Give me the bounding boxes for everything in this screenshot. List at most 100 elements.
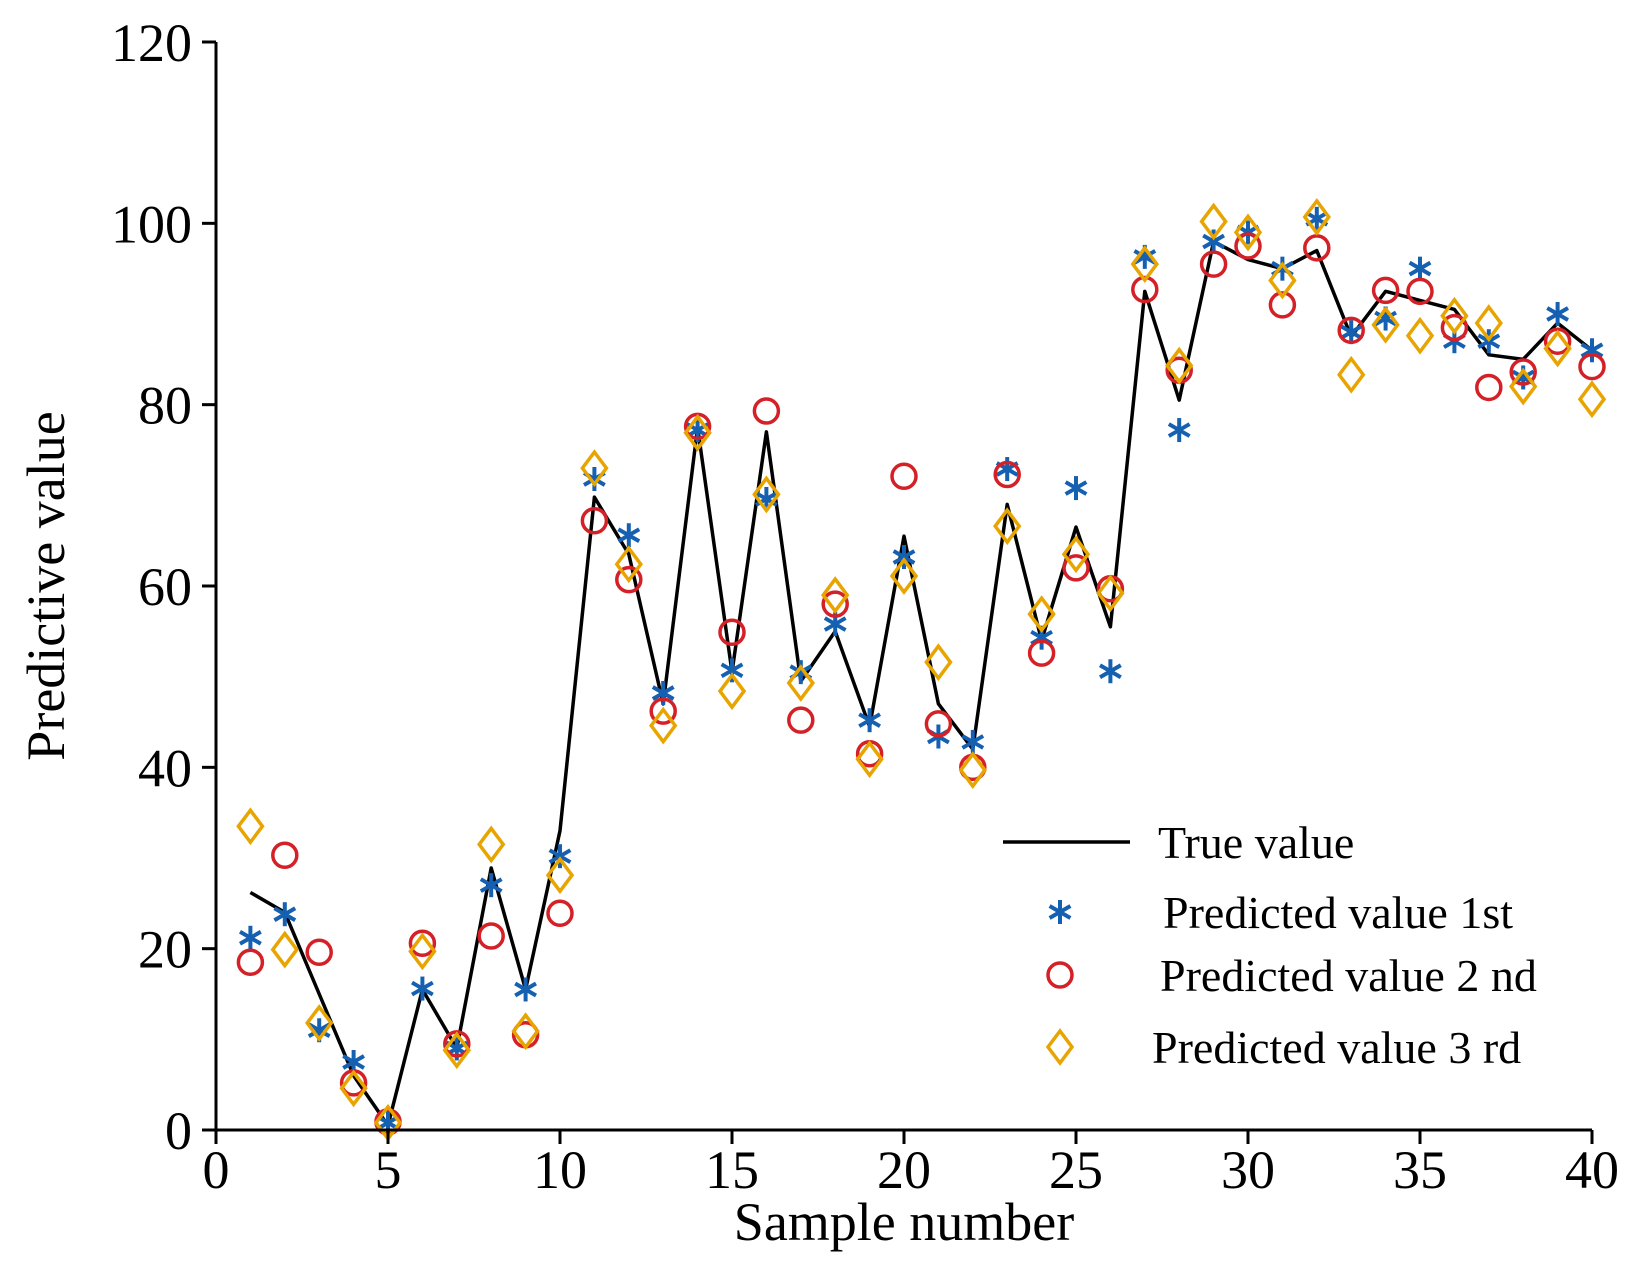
series-3-point [649,697,677,725]
series-3-point [1509,358,1537,386]
series-2-point [651,680,675,705]
series-2-point [583,467,606,492]
legend-marker [1045,1028,1075,1066]
series-4-point [408,932,437,971]
x-tick-label: 0 [203,1140,230,1200]
asterisk-stroke [1374,310,1397,327]
series-3-point [236,948,265,977]
series-3-point [1268,291,1297,319]
y-tick-label: 120 [111,13,192,73]
x-tick-label: 20 [877,1140,931,1200]
asterisk-stroke [892,549,916,565]
series-4-point [442,1031,471,1070]
y-tick-label: 20 [138,920,192,980]
asterisk-stroke [720,662,744,679]
series-3-point [1371,276,1400,305]
series-4-point [545,856,575,895]
asterisk-stroke [1339,324,1363,340]
asterisk-stroke [1099,663,1122,679]
series-2-point [1064,476,1088,501]
series-3-point [787,706,815,734]
asterisk-stroke [823,616,847,632]
x-tick-label: 15 [705,1140,759,1200]
series-2-point [273,902,297,927]
series-3-point [1062,554,1090,582]
asterisk-stroke [1133,249,1157,265]
series-2-point [1099,659,1122,684]
series-2-point [1202,229,1225,254]
asterisk-stroke [411,980,434,997]
series-2-point [617,523,641,548]
series-4-point [236,807,265,846]
series-2-point [892,544,916,569]
series-4-point [305,1004,334,1042]
series-3-point [1027,639,1056,667]
series-4-point [270,930,299,969]
legend-marker [1046,961,1074,989]
legend-item-1: True value [1003,817,1354,868]
series-3-point [580,506,609,535]
series-4-point [821,576,850,614]
series-4-point [1061,535,1091,574]
asterisk-stroke [1546,306,1569,322]
series-2-point [1167,418,1191,443]
asterisk-stroke [1202,233,1225,250]
series-3-point [821,590,849,618]
series-2-point [995,457,1019,482]
legend-marker [1048,900,1072,924]
series-2-point [548,844,572,869]
series-3-point [1234,232,1262,260]
series-4-point [1302,198,1331,236]
series-4-point [752,475,781,514]
x-tick-label: 25 [1049,1140,1103,1200]
series-3-point [1543,327,1572,355]
series-3-point [1199,250,1228,278]
series-4-point [786,664,815,702]
y-tick-label: 100 [111,194,192,254]
series-4-point [683,413,712,452]
y-tick-label: 60 [138,557,192,617]
series-4-point [924,643,953,682]
series-4-point [855,740,884,779]
series-3-point [271,841,299,870]
legend-label: Predicted value 1st [1163,887,1513,938]
asterisk-stroke [617,527,641,543]
asterisk-stroke [1064,480,1088,496]
series-3-point [1406,277,1434,306]
series-3-point [477,922,505,950]
asterisk-stroke [514,981,537,998]
series-2 [239,206,1604,1135]
series-3-point [408,929,437,957]
legend-item-2: Predicted value 1st [1048,887,1513,938]
series-2-point [239,925,262,950]
asterisk-stroke [1048,904,1072,920]
series-4-point [1543,329,1572,368]
series-4-point [717,672,747,711]
series-2-point [479,873,503,898]
series-4-point [1371,305,1400,344]
asterisk-stroke [273,906,297,922]
asterisk-stroke [961,734,985,750]
series-4-point [1268,261,1297,300]
series-4 [236,198,1607,1142]
series-2-point [1339,320,1363,345]
series-3-point [924,710,953,738]
series-3-point [1578,352,1606,381]
y-tick-label: 0 [165,1101,192,1161]
asterisk-stroke [548,848,572,864]
series-2-point [411,976,434,1001]
series-3-point [1303,234,1331,262]
axes: 0 5 10 15 20 25 30 35 40 0 20 40 60 80 100 120 Sample nu… [16,13,1619,1252]
series-4-point [1199,202,1228,241]
asterisk-stroke [239,930,262,946]
asterisk-stroke [307,1022,331,1038]
series-3-point [305,938,333,967]
y-tick-label: 80 [138,376,192,436]
series-4-point [511,1012,540,1051]
y-axis-title: Predictive value [16,411,76,760]
series-4-point [889,557,919,595]
legend-label: Predicted value 2 nd [1160,950,1537,1001]
series-2-point [1580,338,1604,363]
series-3-point [718,618,746,646]
